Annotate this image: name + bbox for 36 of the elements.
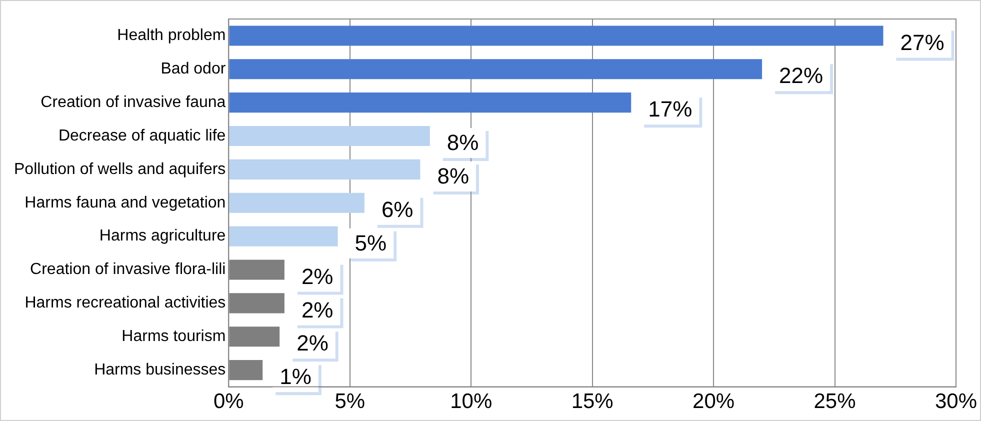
data-label: 2% — [301, 297, 334, 322]
bar — [229, 126, 430, 146]
data-label: 1% — [280, 364, 312, 390]
bar — [229, 192, 364, 213]
x-tick-label: 25% — [814, 390, 856, 414]
y-tick-label: Harms fauna and vegetation — [24, 194, 226, 212]
y-tick-label: Harms agriculture — [99, 228, 226, 245]
bar — [229, 59, 762, 80]
bar — [229, 26, 884, 46]
data-label: 8% — [446, 130, 479, 156]
data-label: 17% — [648, 96, 692, 122]
y-tick-label: Creation of invasive fauna — [40, 94, 226, 111]
data-label: 5% — [354, 230, 387, 256]
x-tick-label: 30% — [934, 390, 977, 414]
y-tick-label: Bad odor — [160, 60, 226, 78]
y-tick-label: Harms businesses — [94, 361, 226, 378]
data-label: 2% — [301, 264, 334, 289]
y-tick-label: Harms tourism — [122, 328, 226, 346]
x-tick-label: 10% — [450, 390, 492, 414]
x-tick-label: 5% — [334, 390, 366, 414]
bar — [229, 226, 338, 246]
y-tick-label: Creation of invasive flora-lili — [30, 261, 226, 278]
y-tick-label: Harms recreational activities — [24, 294, 226, 312]
x-tick-label: 20% — [692, 390, 735, 414]
data-label: 27% — [900, 30, 944, 55]
data-label: 22% — [779, 63, 824, 88]
x-tick-label: 15% — [571, 390, 614, 414]
y-tick-label: Pollution of wells and aquifers — [14, 160, 226, 178]
bar — [229, 159, 420, 180]
y-tick-label: Health problem — [117, 27, 226, 44]
data-label: 8% — [437, 164, 469, 189]
bar — [229, 92, 632, 113]
data-label: 6% — [381, 196, 414, 222]
y-tick-label: Decrease of aquatic life — [58, 127, 226, 144]
data-label: 2% — [296, 330, 328, 356]
x-tick-label: 0% — [214, 390, 244, 414]
